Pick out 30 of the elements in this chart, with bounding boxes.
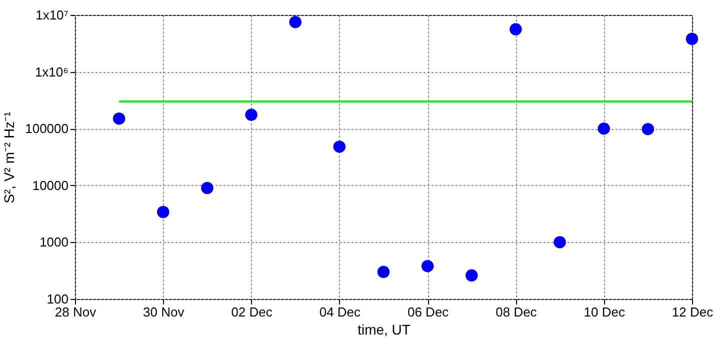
y-tick-label: 100000 (25, 121, 68, 136)
y-tick-label: 100 (46, 292, 68, 306)
x-tick-label: 08 Dec (496, 304, 538, 320)
y-tick-label: 10000 (32, 178, 68, 193)
point (598, 122, 610, 135)
point (554, 236, 566, 248)
y-tick-label: 1x10⁷ (36, 8, 69, 22)
point (686, 32, 698, 45)
x-tick-label: 02 Dec (231, 304, 273, 320)
x-tick-label: 04 Dec (319, 304, 362, 320)
point (421, 260, 434, 272)
y-tick-label: 1x10⁶ (34, 64, 68, 80)
x-axis-title: time, UT (358, 322, 411, 338)
point (333, 140, 346, 153)
point (466, 269, 478, 282)
point (289, 16, 302, 28)
point (377, 266, 390, 278)
point (157, 206, 170, 218)
y-tick-label: 1000 (40, 234, 68, 250)
point (245, 108, 258, 121)
point (201, 182, 214, 194)
x-tick-label: 28 Nov (54, 304, 97, 320)
point (642, 122, 654, 136)
x-tick-label: 30 Nov (143, 304, 185, 320)
point (112, 112, 126, 125)
point (510, 23, 522, 36)
x-tick-label: 06 Dec (407, 304, 450, 320)
y-axis-title: S², V² m⁻² Hz⁻¹ (1, 111, 18, 204)
x-tick-label: 12 Dec (672, 304, 714, 320)
x-tick-label: 10 Dec (584, 304, 626, 320)
